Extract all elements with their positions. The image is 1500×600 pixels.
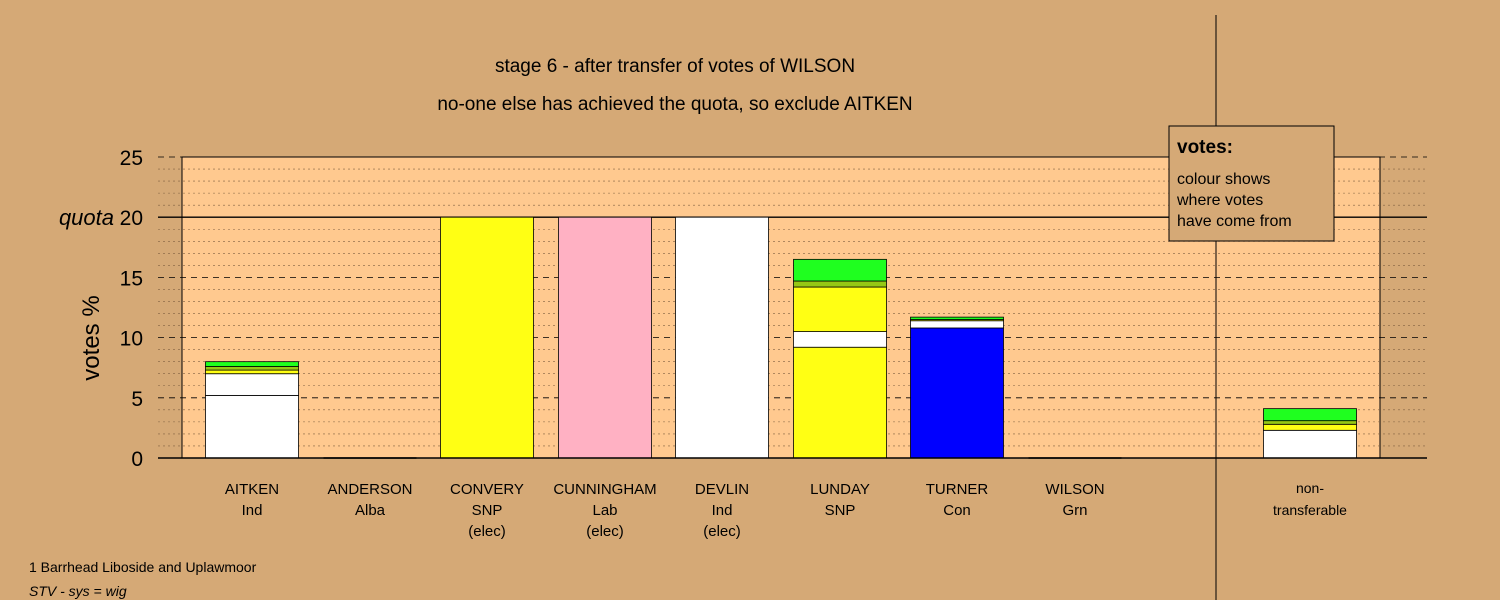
legend-line-2: where votes (1176, 192, 1263, 209)
legend-box: votes: colour shows where votes have com… (1168, 125, 1335, 242)
cunningham-bar (558, 216, 652, 459)
aitken-segment-5 (205, 361, 299, 367)
quota-label: quota (59, 205, 114, 230)
convery-segment-1 (440, 216, 534, 459)
convery-bar (440, 216, 534, 459)
candidate-name: CUNNINGHAM (553, 481, 656, 498)
chart-title: stage 6 - after transfer of votes of WIL… (495, 56, 855, 77)
candidate-party: SNP (472, 502, 503, 519)
y-tick-label: 5 (131, 388, 143, 411)
devlin-segment-1 (675, 216, 769, 459)
chart-subtitle: no-one else has achieved the quota, so e… (437, 94, 912, 115)
candidate-party: Ind (242, 502, 263, 519)
candidate-party: Ind (712, 502, 733, 519)
footer-ward: 1 Barrhead Liboside and Uplawmoor (29, 559, 257, 575)
lunday-segment-1 (793, 346, 887, 459)
lunday-segment-5 (793, 258, 887, 282)
candidate-party: SNP (825, 502, 856, 519)
candidate-party: Alba (355, 502, 386, 519)
candidate-name: WILSON (1045, 481, 1104, 498)
bars (205, 216, 1357, 459)
candidate-elected-note: (elec) (586, 523, 624, 540)
y-tick-label: 20 (120, 207, 143, 230)
turner-segment-1 (910, 327, 1004, 459)
cunningham-segment-1 (558, 216, 652, 459)
lunday-segment-4 (793, 280, 887, 288)
candidate-name: CONVERY (450, 481, 524, 498)
aitken-segment-2 (205, 373, 299, 396)
non-transferable-bar (1263, 408, 1357, 459)
y-axis-label: votes % (78, 295, 105, 380)
y-tick-label: 0 (131, 448, 143, 471)
devlin-bar (675, 216, 769, 459)
aitken-bar (205, 361, 299, 459)
candidate-name: TURNER (926, 481, 989, 498)
non-transferable-label-1: non- (1296, 480, 1324, 496)
lunday-segment-2 (793, 331, 887, 348)
candidate-name: AITKEN (225, 481, 279, 498)
candidate-party: Lab (592, 502, 617, 519)
y-tick-label: 25 (120, 147, 143, 170)
candidate-name: DEVLIN (695, 481, 749, 498)
footer-system: STV - sys = wig (29, 583, 127, 599)
legend-frame (1168, 125, 1335, 242)
candidate-name: LUNDAY (810, 481, 870, 498)
candidate-name: ANDERSON (327, 481, 412, 498)
aitken-segment-4 (205, 366, 299, 371)
lunday-bar (793, 258, 887, 459)
non-transferable-label-2: transferable (1273, 502, 1347, 518)
candidate-party: Grn (1062, 502, 1087, 519)
non-transferable-segment-3 (1263, 420, 1357, 425)
candidate-elected-note: (elec) (703, 523, 741, 540)
candidate-elected-note: (elec) (468, 523, 506, 540)
y-tick-label: 10 (120, 328, 143, 351)
non-transferable-segment-1 (1263, 429, 1357, 459)
lunday-segment-3 (793, 286, 887, 332)
aitken-segment-3 (205, 369, 299, 375)
legend-line-1: colour shows (1177, 171, 1270, 188)
aitken-segment-1 (205, 394, 299, 459)
legend-line-3: have come from (1177, 213, 1292, 230)
non-transferable-segment-2 (1263, 423, 1357, 431)
turner-bar (910, 316, 1004, 459)
candidate-labels: AITKEN Ind ANDERSON Alba CONVERY SNP (elec) CUN… (225, 480, 1347, 540)
turner-segment-2 (910, 320, 1004, 329)
legend-title: votes: (1177, 137, 1233, 158)
turner-segment-4 (910, 316, 1004, 320)
candidate-party: Con (943, 502, 971, 519)
non-transferable-segment-4 (1263, 408, 1357, 422)
y-tick-label: 15 (120, 267, 143, 290)
